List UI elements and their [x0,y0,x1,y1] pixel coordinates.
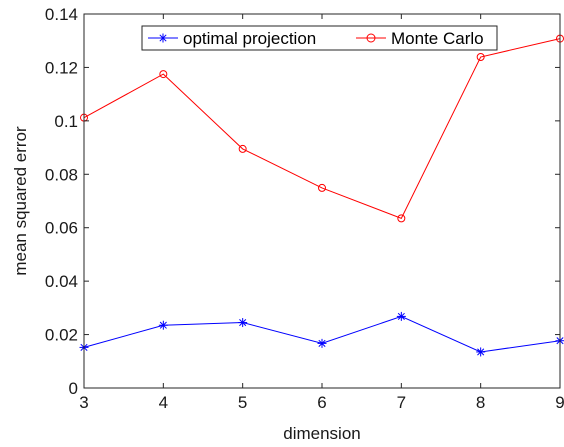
data-point-optimal-projection [476,347,486,357]
x-tick-label: 7 [397,393,406,412]
data-point-optimal-projection [158,320,168,330]
y-tick-label: 0.08 [45,165,78,184]
y-tick-label: 0.02 [45,326,78,345]
data-point-optimal-projection [317,338,327,348]
x-tick-label: 5 [238,393,247,412]
legend-marker-asterisk-icon [158,33,168,43]
x-tick-label: 8 [476,393,485,412]
y-tick-label: 0 [69,379,78,398]
data-point-monte-carlo [159,70,168,79]
x-tick-label: 3 [79,393,88,412]
y-tick-label: 0.06 [45,219,78,238]
plot-area [84,14,560,388]
x-tick-label: 6 [317,393,326,412]
y-tick-label: 0.1 [54,112,78,131]
data-point-monte-carlo [318,183,326,192]
y-axis: 0 0.02 0.04 0.06 0.08 0.1 0.12 0.14 [45,5,560,398]
y-tick-label: 0.04 [45,272,78,291]
x-tick-label: 9 [555,393,564,412]
x-tick-label: 4 [159,393,168,412]
data-point-monte-carlo [397,214,406,223]
legend-label-optimal-projection: optimal projection [183,29,316,48]
y-tick-label: 0.12 [45,58,78,77]
x-axis: 3 4 5 6 7 8 9 [79,14,564,412]
legend: optimal projection Monte Carlo [141,25,498,51]
legend-marker-circle-icon [366,33,376,43]
legend-label-monte-carlo: Monte Carlo [391,29,484,48]
series-line-monte-carlo [83,38,561,219]
y-tick-label: 0.14 [45,5,78,24]
legend-box [141,25,498,51]
data-point-monte-carlo [476,53,485,62]
data-point-monte-carlo [238,144,247,153]
data-point-optimal-projection [238,318,248,328]
data-point-optimal-projection [396,311,406,321]
y-axis-title: mean squared error [11,126,30,276]
x-axis-title: dimension [283,424,361,443]
